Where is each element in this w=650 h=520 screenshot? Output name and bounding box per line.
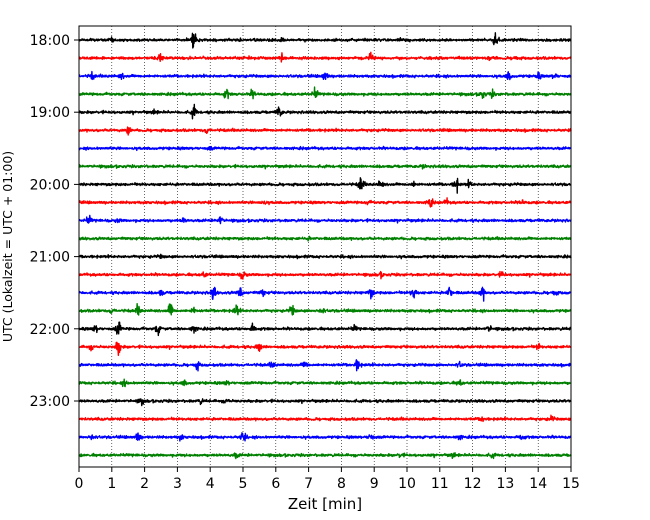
trace-2300 bbox=[78, 398, 572, 407]
x-tick-label: 2 bbox=[140, 476, 149, 492]
x-tick-label: 15 bbox=[562, 476, 580, 492]
plot-frame bbox=[78, 25, 572, 468]
trace-2130 bbox=[78, 286, 572, 302]
x-tick-label: 12 bbox=[464, 476, 482, 492]
x-tick-label: 5 bbox=[239, 476, 248, 492]
trace-2315 bbox=[78, 414, 572, 423]
trace-2015 bbox=[78, 197, 572, 208]
trace-1930 bbox=[78, 145, 572, 152]
trace-1900 bbox=[78, 103, 572, 120]
trace-2345 bbox=[78, 452, 572, 460]
trace-2330 bbox=[78, 432, 572, 442]
y-axis-label: UTC (Lokalzeit = UTC + 01:00) bbox=[0, 151, 15, 342]
x-tick-label: 0 bbox=[75, 476, 84, 492]
x-tick-label: 10 bbox=[398, 476, 416, 492]
x-tick-label: 6 bbox=[271, 476, 280, 492]
x-tick-label: 4 bbox=[206, 476, 215, 492]
x-tick-label: 13 bbox=[496, 476, 514, 492]
x-tick-label: 11 bbox=[431, 476, 449, 492]
x-tick-label: 14 bbox=[529, 476, 547, 492]
x-axis-label: Zeit [min] bbox=[288, 495, 362, 513]
trace-1830 bbox=[78, 70, 572, 81]
x-axis-ticks: 0 1 2 3 4 5 6 7 8 9 10 11 12 13 14 15 bbox=[75, 467, 580, 492]
y-tick-label: 23:00 bbox=[30, 394, 70, 410]
trace-2045 bbox=[78, 235, 572, 242]
trace-2000 bbox=[78, 177, 572, 194]
x-tick-label: 8 bbox=[337, 476, 346, 492]
seismogram-traces bbox=[78, 32, 572, 460]
y-tick-label: 21:00 bbox=[30, 250, 70, 266]
y-axis-ticks: 18:00 19:00 20:00 21:00 22:00 23:00 bbox=[30, 33, 79, 410]
x-tick-label: 7 bbox=[304, 476, 313, 492]
trace-2115 bbox=[78, 270, 572, 280]
trace-1815 bbox=[78, 51, 572, 63]
x-tick-label: 3 bbox=[173, 476, 182, 492]
trace-2100 bbox=[78, 253, 572, 260]
y-tick-label: 19:00 bbox=[30, 105, 70, 121]
trace-2145 bbox=[78, 303, 572, 316]
y-tick-label: 22:00 bbox=[30, 322, 70, 338]
y-tick-label: 18:00 bbox=[30, 33, 70, 49]
trace-2245 bbox=[78, 378, 572, 388]
trace-2215 bbox=[78, 341, 572, 356]
x-tick-label: 9 bbox=[370, 476, 379, 492]
trace-2200 bbox=[78, 321, 572, 337]
trace-1800 bbox=[78, 32, 572, 49]
x-tick-label: 1 bbox=[107, 476, 116, 492]
trace-1845 bbox=[78, 86, 572, 100]
trace-1945 bbox=[78, 163, 572, 170]
trace-2230 bbox=[78, 359, 572, 372]
trace-2030 bbox=[78, 214, 572, 225]
trace-1915 bbox=[78, 126, 572, 136]
y-tick-label: 20:00 bbox=[30, 177, 70, 193]
